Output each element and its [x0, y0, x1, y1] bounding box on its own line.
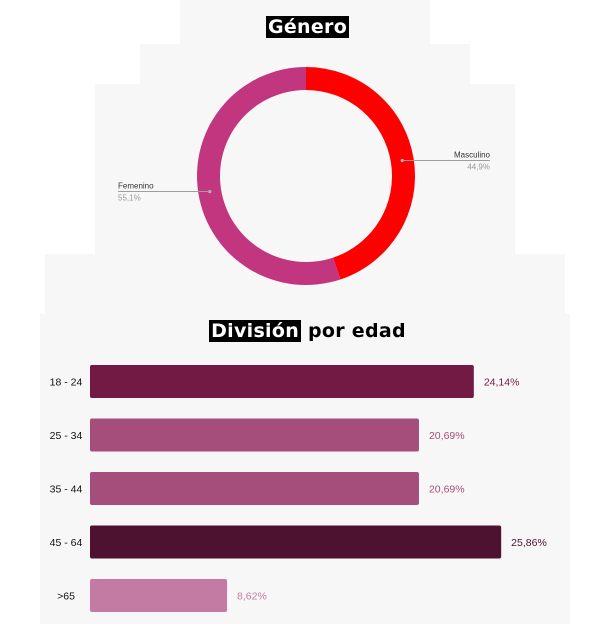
slice-label: Masculino: [454, 150, 491, 159]
gender-donut-chart: Masculino 44,9% Femenino 55,1%: [118, 67, 491, 286]
gender-title-text: Género: [265, 16, 350, 38]
background-block: [95, 84, 515, 254]
gender-chart-title: Género: [0, 16, 615, 38]
age-title-rest: por edad: [301, 320, 406, 342]
donut-slice-femenino: [196, 67, 341, 286]
donut-slice-masculino: [306, 67, 415, 280]
background-block: [40, 314, 570, 624]
slice-value-label: 55,1%: [118, 194, 141, 203]
slice-value-label: 44,9%: [467, 162, 490, 171]
age-title-highlight: División: [209, 320, 302, 342]
slice-label: Femenino: [118, 182, 154, 191]
age-chart-title: División por edad: [0, 320, 615, 342]
